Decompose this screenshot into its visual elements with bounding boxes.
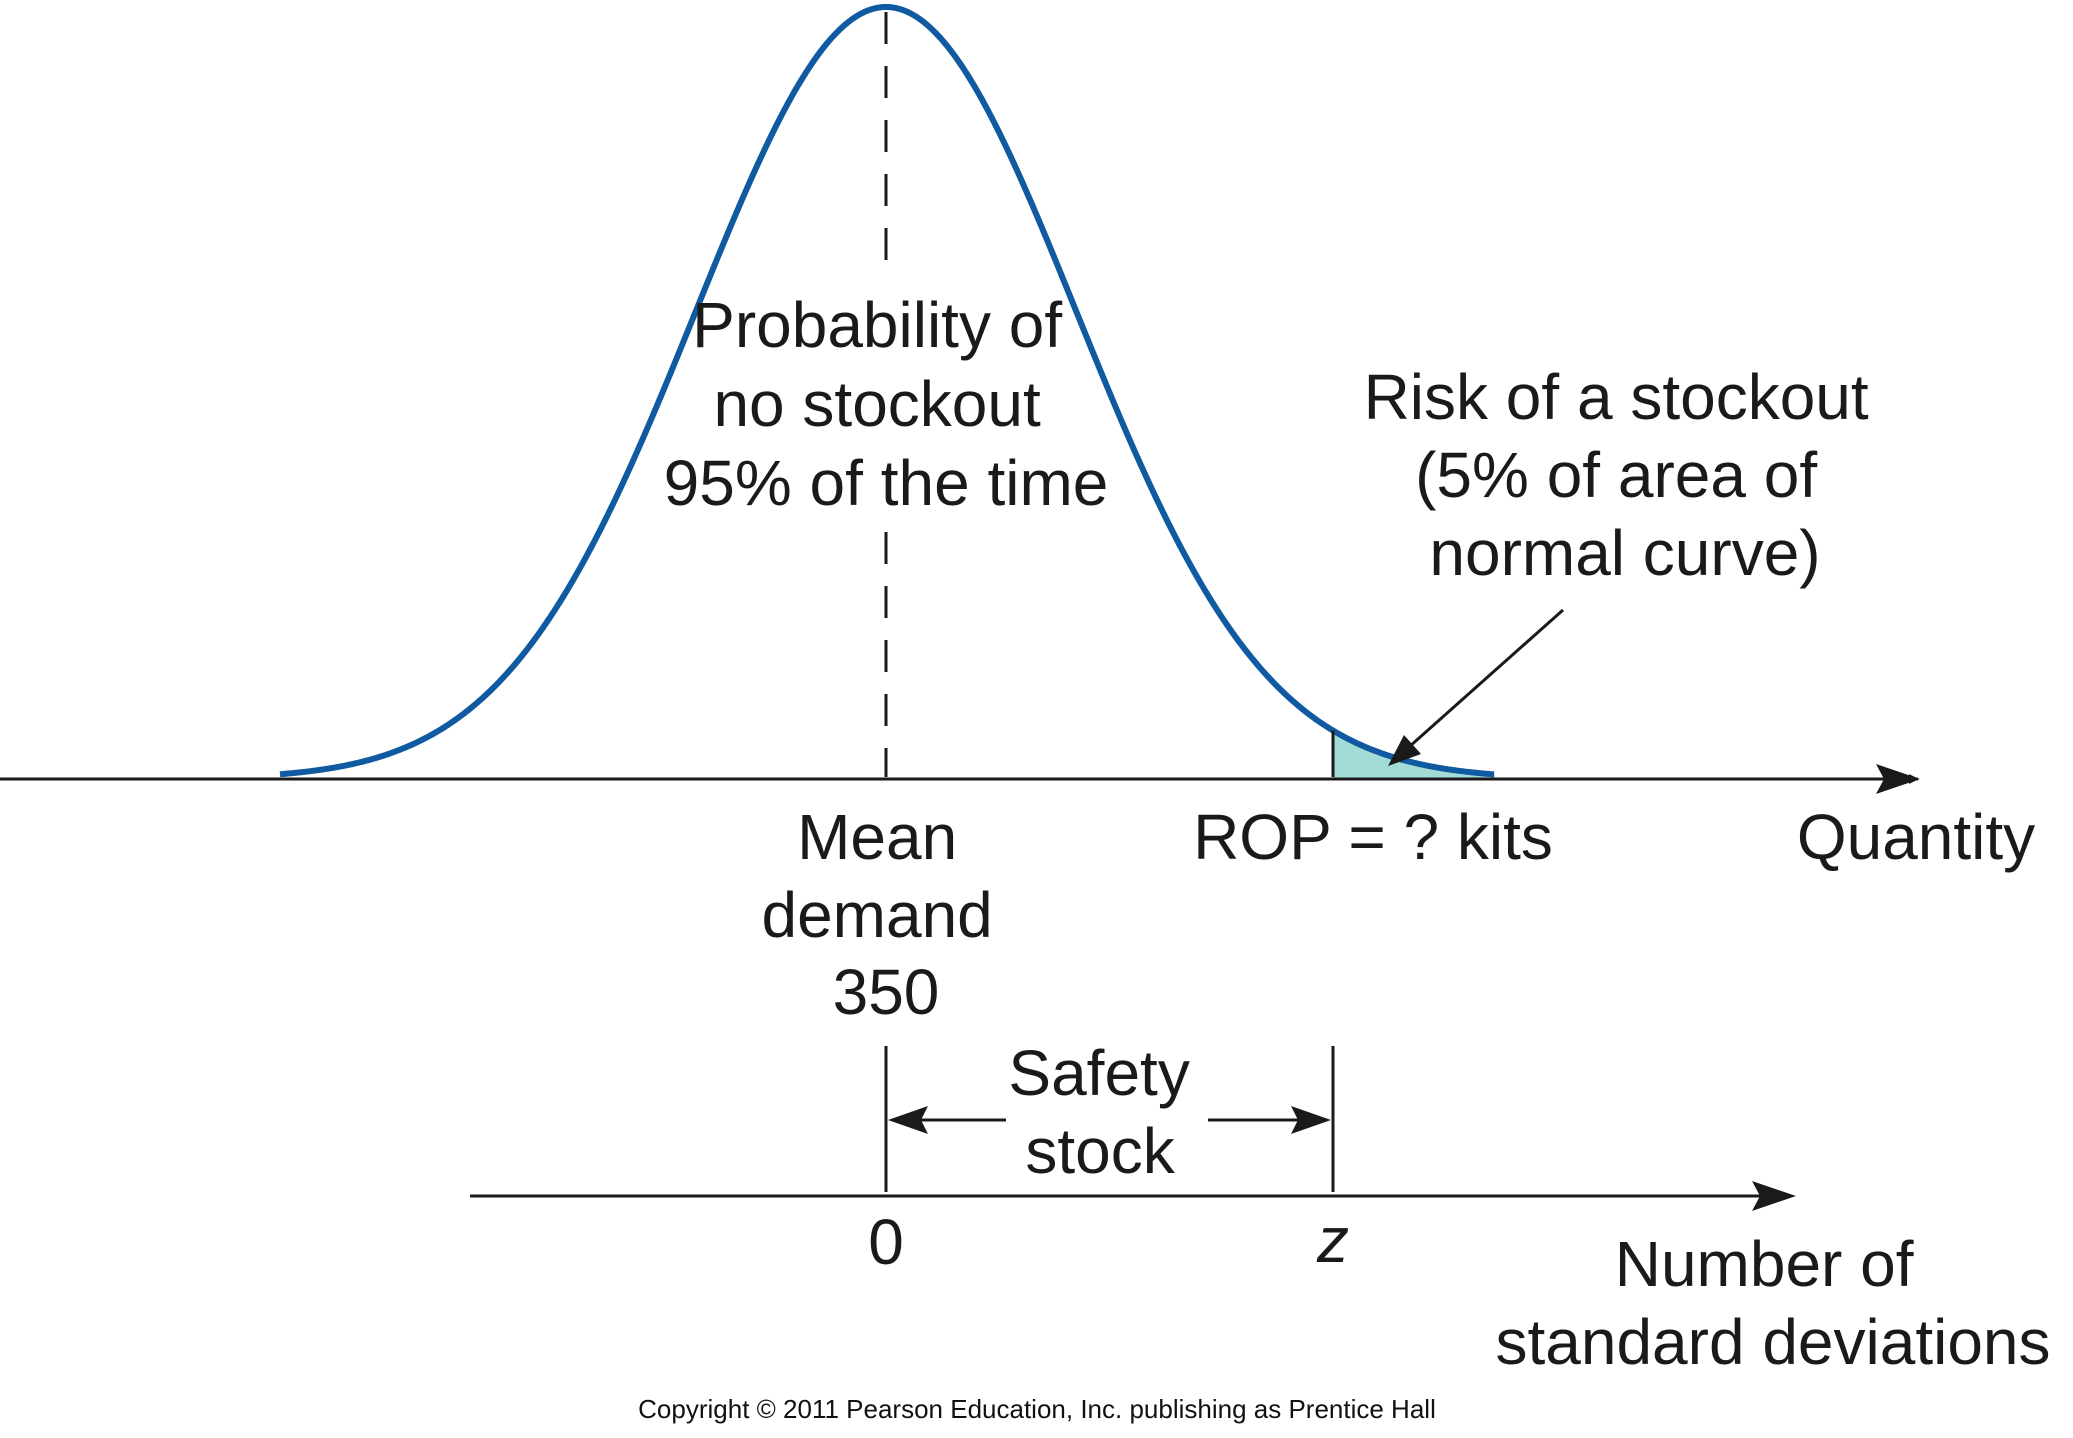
stockout-risk-area (1333, 730, 1495, 779)
std-dev-axis-label-line2: standard deviations (1495, 1306, 2050, 1378)
safety-stock-left-arrowhead (888, 1106, 928, 1134)
std-dev-axis-label-line1: Number of (1615, 1228, 1914, 1300)
risk-label-line1: Risk of a stockout (1364, 361, 1869, 433)
safety-stock-right-arrowhead (1291, 1106, 1331, 1134)
copyright-text: Copyright © 2011 Pearson Education, Inc.… (638, 1394, 1436, 1424)
safety-stock-line1: Safety (1008, 1037, 1189, 1109)
mean-label-line3: 350 (833, 956, 940, 1028)
risk-pointer-arrowhead (1388, 735, 1421, 766)
probability-label-line1: Probability of (692, 289, 1062, 361)
safety-stock-label: Safety stock (1008, 1037, 1207, 1187)
mean-demand-label: Mean demand 350 (761, 801, 1010, 1028)
std-dev-axis-label: Number of standard deviations (1495, 1228, 2050, 1378)
mean-label-line2: demand (761, 879, 992, 951)
risk-label-line2: (5% of area of (1415, 439, 1817, 511)
std-dev-zero-label: 0 (868, 1206, 904, 1278)
std-dev-axis-arrowhead (1752, 1181, 1796, 1211)
mean-label-line1: Mean (797, 801, 957, 873)
probability-label-line3: 95% of the time (664, 447, 1109, 519)
risk-label-line3: normal curve) (1429, 517, 1820, 589)
risk-label: Risk of a stockout (5% of area of normal… (1364, 361, 1887, 589)
probability-label-line2: no stockout (713, 368, 1041, 440)
safety-stock-line2: stock (1025, 1115, 1175, 1187)
std-dev-z-label: z (1316, 1204, 1349, 1276)
risk-pointer-arrow (1399, 608, 1564, 757)
quantity-axis-arrowhead (1876, 764, 1920, 794)
probability-label: Probability of no stockout 95% of the ti… (664, 289, 1109, 519)
rop-label: ROP = ? kits (1193, 801, 1553, 873)
normal-distribution-curve (279, 4, 1495, 778)
quantity-axis-label: Quantity (1797, 801, 2035, 873)
